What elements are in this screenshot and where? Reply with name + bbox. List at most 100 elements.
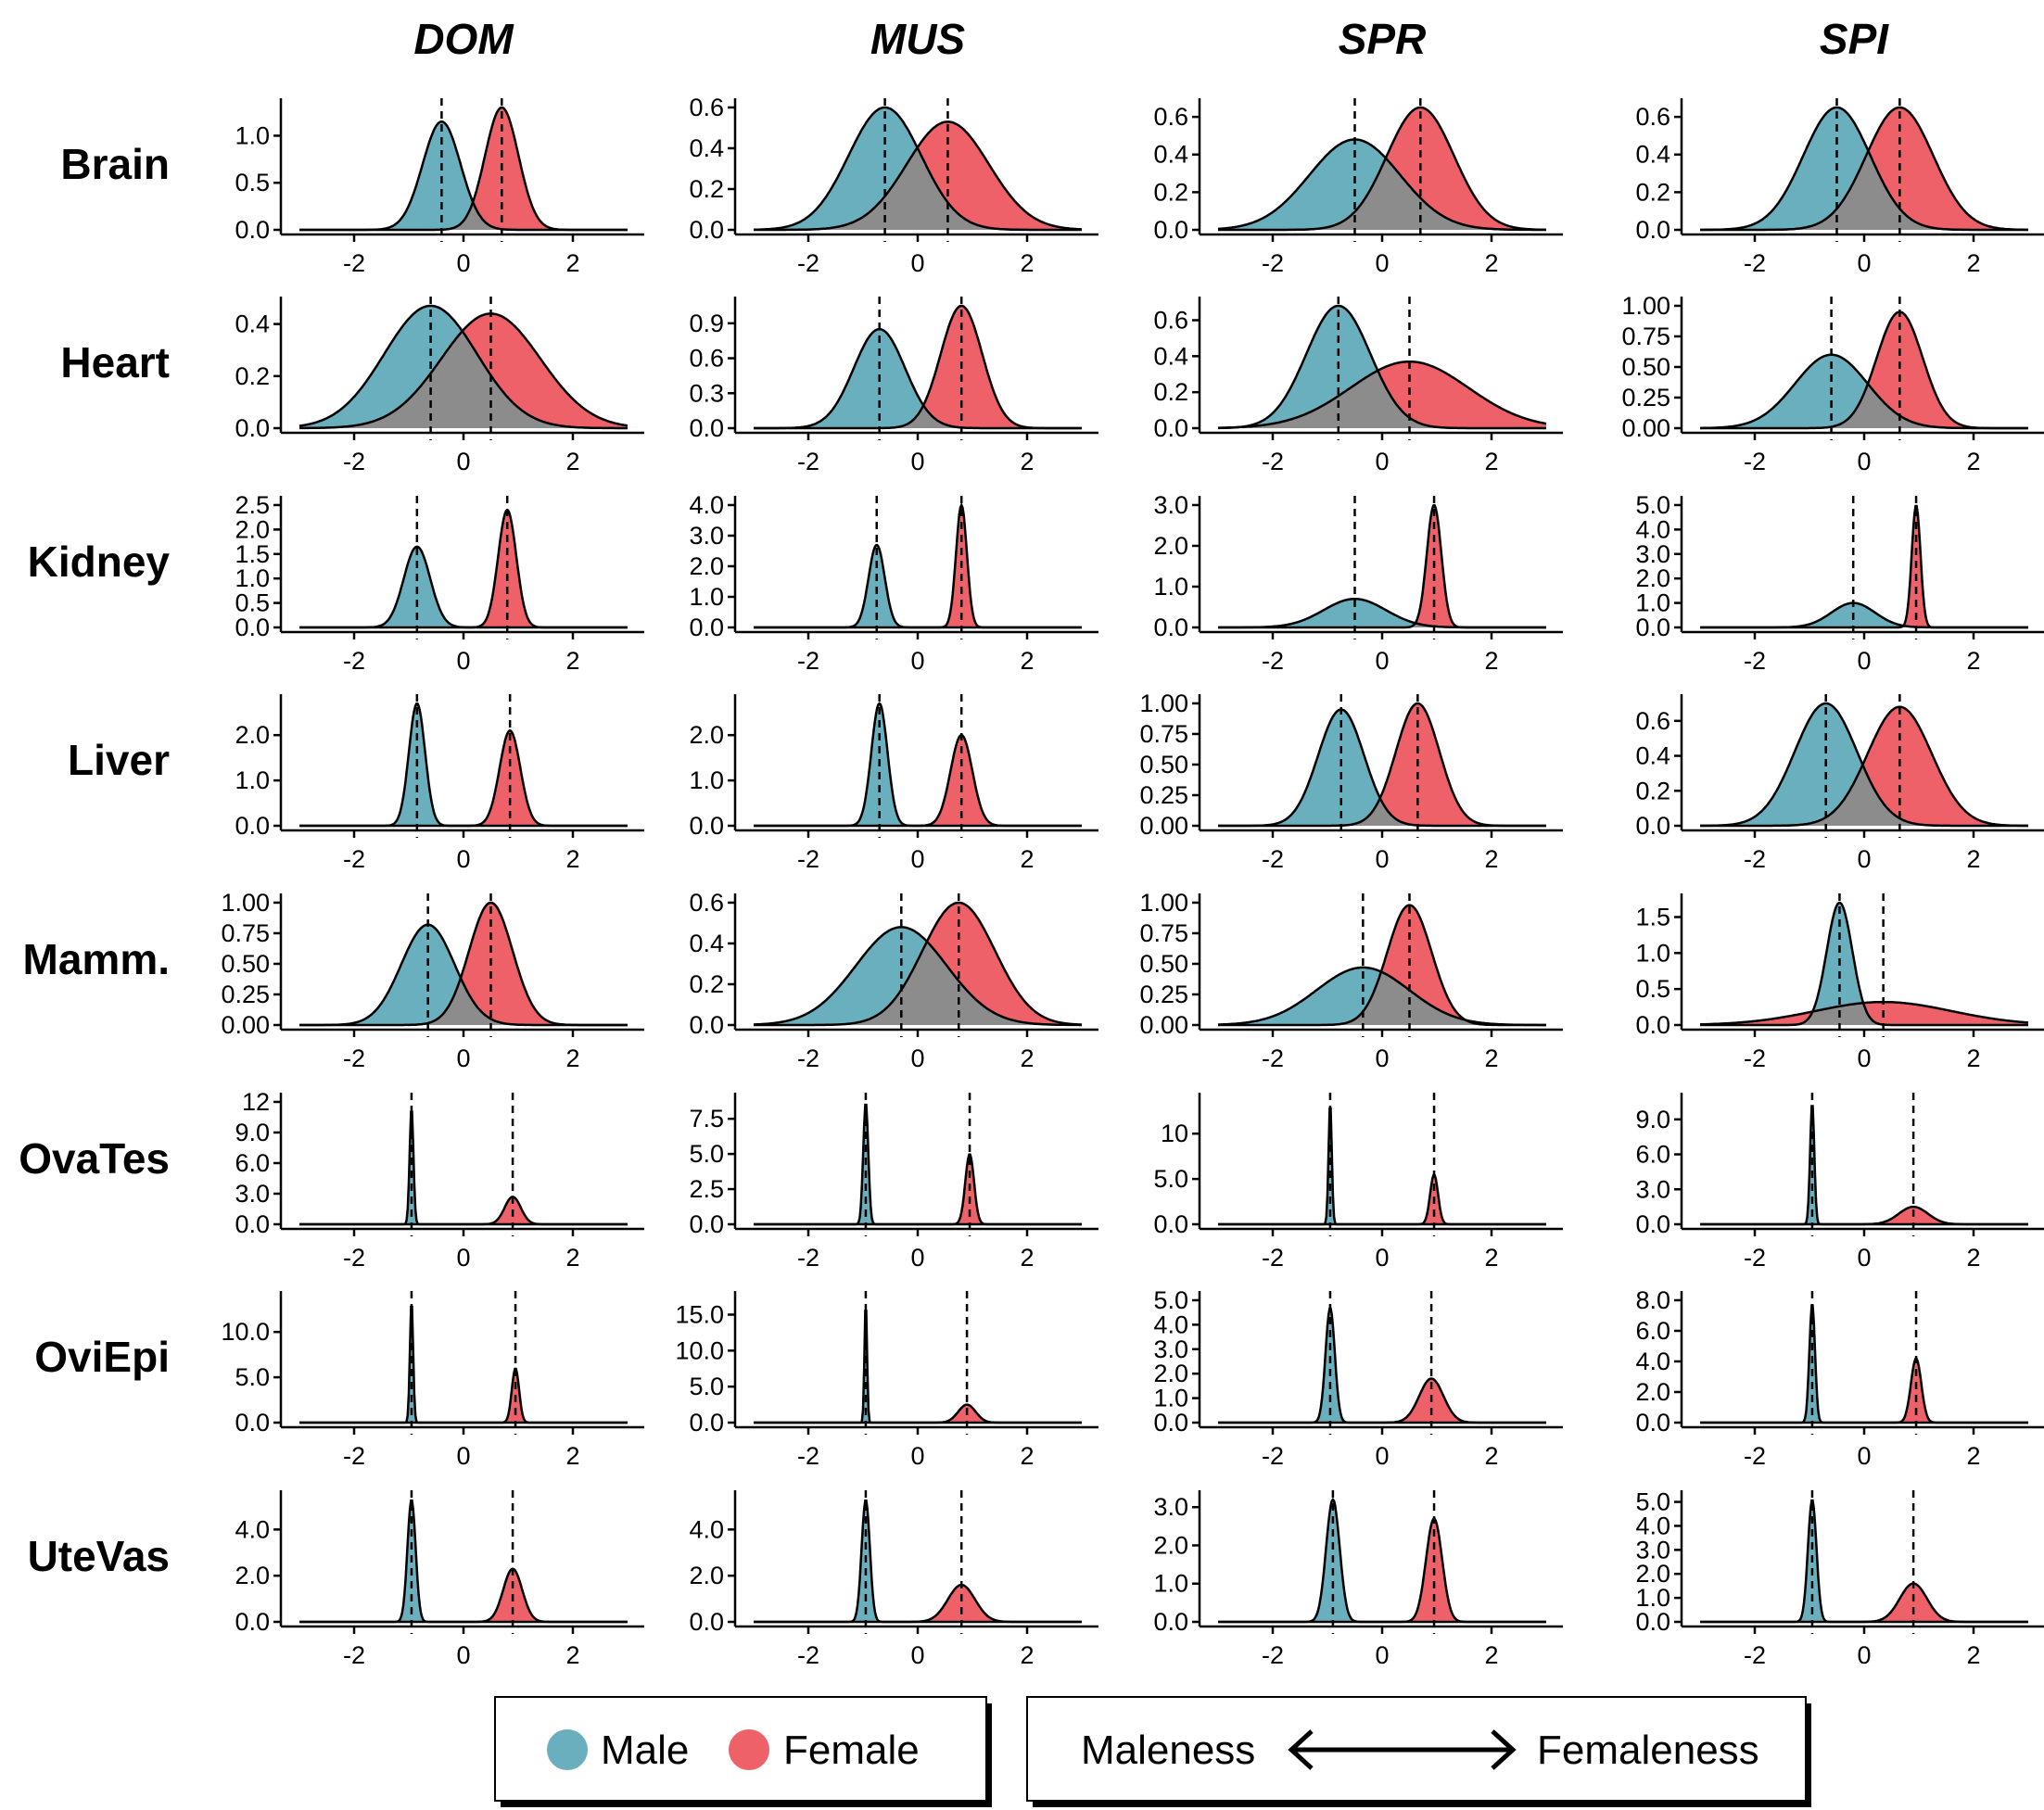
x-tick-label: 2 [1020,1044,1034,1072]
x-tick-label: 0 [1375,1442,1389,1470]
y-tick-label: 0.3 [689,379,724,407]
y-tick-label: 0.0 [1635,1409,1670,1437]
y-tick-label: 1.5 [235,540,270,568]
y-tick-label: 1.0 [1635,1584,1670,1612]
y-tick-label: 0.5 [235,169,270,196]
female-density-line [299,1367,628,1424]
y-tick-label: 0.0 [1153,1608,1188,1636]
female-density-area [299,1196,628,1224]
male-density-area [754,545,1082,627]
y-tick-label: 0.2 [1635,178,1670,206]
x-tick-label: 2 [1966,249,1980,277]
male-density-area [1700,602,2028,627]
x-tick-label: -2 [797,647,819,675]
y-tick-label: 0.6 [689,345,724,373]
male-density-area [1218,1500,1546,1622]
y-tick-label: 5.0 [1635,491,1670,519]
x-tick-label: 2 [1484,1044,1498,1072]
y-tick-label: 3.0 [1153,1335,1188,1363]
male-density-line [1700,106,2028,232]
y-tick-label: 4.0 [1635,515,1670,543]
y-tick-label: 0.00 [1139,812,1188,840]
x-tick-label: 2 [1020,845,1034,873]
x-tick-label: -2 [343,1442,365,1470]
y-tick-label: 0.0 [1635,216,1670,244]
x-tick-label: -2 [343,1641,365,1669]
male-density-area [299,1500,628,1622]
x-tick-label: -2 [797,1044,819,1072]
y-tick-label: 0.6 [689,889,724,917]
panel-kidney-spi: -2 0 2 0.01.02.03.04.05.0 [1635,491,2044,675]
y-tick-label: 0.0 [1635,1011,1670,1039]
panel-liver-spr: -2 0 2 0.00 0.25 0.50 0.75 1.00 [1139,690,1563,873]
male-density-line [299,1110,628,1226]
panel-liver-spi: -2 0 2 0.0 0.2 0.4 0.6 [1635,694,2044,873]
x-tick-label: -2 [797,1244,819,1272]
y-tick-label: 0.2 [1635,777,1670,804]
female-density-line [1218,1377,1546,1424]
y-tick-label: 1.00 [1139,690,1188,717]
female-density-line [754,1403,1082,1424]
y-tick-label: 5.0 [235,1363,270,1391]
panel-kidney-spr: -2 0 2 0.0 1.0 2.0 3.0 [1153,491,1563,675]
y-tick-label: 0.75 [1139,720,1188,748]
x-tick-label: 0 [456,1244,470,1272]
y-tick-label: 6.0 [1635,1141,1670,1169]
y-tick-label: 3.0 [1153,1493,1188,1521]
panel-heart-mus: -2 0 2 0.0 0.3 0.6 0.9 [689,297,1098,475]
x-tick-label: 0 [910,845,924,873]
panel-oviepi-mus: -2 0 2 0.0 5.0 10.0 15.0 [675,1291,1098,1470]
y-tick-label: 0.0 [1635,614,1670,641]
female-density-area [1700,1359,2028,1423]
x-tick-label: 2 [565,249,579,277]
x-tick-label: 0 [1375,845,1389,873]
female-density-area [1700,1207,2028,1224]
male-density-line [1218,1108,1546,1226]
x-tick-label: 2 [1020,1244,1034,1272]
y-tick-label: 0.9 [689,310,724,337]
y-tick-label: 1.0 [235,121,270,149]
panel-ovates-spi: -2 0 2 0.0 3.0 6.0 9.0 [1635,1093,2044,1272]
x-tick-label: 0 [910,1244,924,1272]
y-tick-label: 4.0 [689,1515,724,1543]
y-tick-label: 0.4 [235,310,270,338]
y-tick-label: 0.25 [1139,781,1188,809]
y-tick-label: 0.6 [1153,103,1188,131]
male-density-line [754,1103,1082,1226]
female-density-area [1218,1174,1546,1224]
x-tick-label: -2 [1262,647,1284,675]
y-tick-label: 15.0 [675,1300,724,1328]
row-label: Kidney [28,538,171,586]
y-tick-label: 3.0 [1635,1175,1670,1203]
x-tick-label: 0 [910,1641,924,1669]
y-tick-label: 10.0 [221,1318,270,1346]
x-tick-label: 2 [1484,1641,1498,1669]
column-title: DOM [413,15,514,63]
x-tick-label: -2 [1744,845,1766,873]
overlap-area [1218,370,1546,428]
y-tick-label: 0.0 [235,216,270,244]
y-tick-label: 0.0 [689,1409,724,1437]
x-tick-label: 0 [456,1442,470,1470]
panel-heart-spr: -2 0 2 0.0 0.2 0.4 0.6 [1153,297,1563,475]
y-tick-label: 5.0 [1153,1165,1188,1193]
panel-brain-dom: -2 0 2 0.0 0.5 1.0 [235,98,644,277]
male-density-line [754,702,1082,828]
y-tick-label: 0.50 [221,950,270,978]
y-tick-label: 3.0 [235,1180,270,1208]
panel-utevas-mus: -2 0 2 0.0 2.0 4.0 [689,1490,1098,1669]
x-tick-label: 0 [1857,249,1871,277]
row-label: Mamm. [23,935,170,983]
female-density-line [1218,504,1546,629]
male-density-line [1218,1497,1546,1624]
y-tick-label: 2.0 [689,1562,724,1589]
overlap-area [299,203,628,230]
y-tick-label: 1.0 [235,564,270,592]
x-tick-label: 2 [565,448,579,475]
legend-box: Male Female [494,1696,992,1807]
x-tick-label: 0 [1375,1244,1389,1272]
female-density-line [1700,1205,2028,1226]
y-tick-label: 12 [242,1088,270,1116]
female-density-line [1700,1582,2028,1624]
x-tick-label: -2 [797,1442,819,1470]
